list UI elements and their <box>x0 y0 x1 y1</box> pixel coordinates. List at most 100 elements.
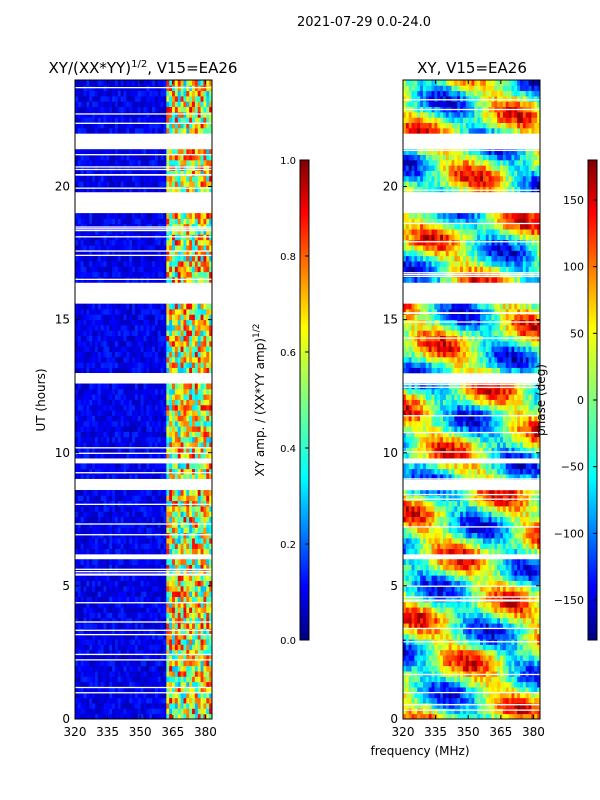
heatmap-cell <box>92 175 96 182</box>
heatmap-cell <box>120 303 124 310</box>
heatmap-cell <box>92 324 96 331</box>
heatmap-cell <box>172 245 176 251</box>
heatmap-cell <box>83 388 87 395</box>
heatmap-cell <box>117 229 122 235</box>
heatmap-cell <box>106 122 110 129</box>
heatmap-cell <box>174 617 179 624</box>
heatmap-cell <box>117 159 122 166</box>
heatmap-cell <box>149 569 153 576</box>
heatmap-cell <box>180 708 184 715</box>
heatmap-cell <box>77 303 82 310</box>
heatmap-cell <box>137 314 142 321</box>
heatmap-cell <box>172 596 176 603</box>
heatmap-cell <box>146 335 150 342</box>
heatmap-cell <box>169 506 173 512</box>
heatmap-cell <box>80 415 84 422</box>
heatmap-cell <box>123 261 127 267</box>
heatmap-cell <box>103 154 107 161</box>
heatmap-cell <box>200 543 204 549</box>
heatmap-cell <box>120 186 124 193</box>
heatmap-cell <box>94 80 99 86</box>
heatmap-cell <box>200 687 204 693</box>
heatmap-cell <box>160 665 164 672</box>
heatmap-cell <box>203 250 207 257</box>
heatmap-cell <box>92 660 96 667</box>
heatmap-cell <box>163 585 167 592</box>
heatmap-cell <box>146 367 150 374</box>
heatmap-cell <box>80 383 84 390</box>
heatmap-cell <box>203 101 207 108</box>
heatmap-cell <box>192 410 196 416</box>
heatmap-cell <box>174 426 179 432</box>
flag-line <box>75 154 212 156</box>
heatmap-cell <box>192 575 196 581</box>
heatmap-cell <box>192 340 196 347</box>
heatmap-cell <box>129 266 133 273</box>
heatmap-cell <box>75 80 79 86</box>
heatmap-cell <box>146 521 150 528</box>
heatmap-cell <box>160 431 164 438</box>
heatmap-cell <box>97 159 102 166</box>
heatmap-cell <box>100 676 104 683</box>
heatmap-cell <box>129 607 133 613</box>
heatmap-cell <box>86 612 90 619</box>
heatmap-cell <box>174 239 179 246</box>
heatmap-cell <box>112 122 116 129</box>
heatmap-cell <box>112 308 116 315</box>
heatmap-cell <box>194 649 199 656</box>
heatmap-cell <box>75 644 79 651</box>
heatmap-cell <box>192 676 196 683</box>
heatmap-cell <box>137 468 142 475</box>
heatmap-cell <box>197 362 201 368</box>
heatmap-cell <box>75 474 79 480</box>
heatmap-cell <box>112 324 116 331</box>
heatmap-cell <box>194 601 199 608</box>
heatmap-cell <box>194 186 199 193</box>
heatmap-cell <box>137 607 142 613</box>
heatmap-cell <box>114 399 119 406</box>
heatmap-cell <box>126 697 130 704</box>
heatmap-cell <box>106 383 110 390</box>
heatmap-cell <box>154 271 159 278</box>
heatmap-cell <box>89 537 93 544</box>
heatmap-cell <box>117 713 122 720</box>
heatmap-cell <box>126 687 130 693</box>
heatmap-cell <box>189 324 193 331</box>
heatmap-cell <box>174 644 179 651</box>
heatmap-cell <box>134 436 139 443</box>
heatmap-cell <box>194 431 199 438</box>
heatmap-cell <box>126 80 130 86</box>
heatmap-cell <box>94 394 99 400</box>
heatmap-cell <box>192 617 196 624</box>
heatmap-cell <box>152 319 156 326</box>
heatmap-cell <box>189 655 193 661</box>
heatmap-cell <box>146 340 150 347</box>
heatmap-cell <box>177 319 181 326</box>
heatmap-cell <box>157 697 162 704</box>
heatmap-cell <box>89 266 93 273</box>
heatmap-cell <box>143 585 147 592</box>
heatmap-cell <box>120 255 124 262</box>
heatmap-cell <box>129 346 133 352</box>
heatmap-cell <box>186 623 190 629</box>
heatmap-cell <box>180 426 184 432</box>
heatmap-cell <box>103 165 107 171</box>
heatmap-cell <box>120 559 124 565</box>
heatmap-cell <box>174 218 179 225</box>
heatmap-cell <box>183 543 187 549</box>
heatmap-cell <box>94 266 99 273</box>
heatmap-cell <box>169 639 173 645</box>
heatmap-cell <box>157 671 162 677</box>
heatmap-cell <box>206 713 210 720</box>
heatmap-cell <box>92 687 96 693</box>
heatmap-cell <box>83 239 87 246</box>
heatmap-cell <box>174 660 179 667</box>
heatmap-cell <box>109 692 113 699</box>
heatmap-cell <box>77 516 82 523</box>
heatmap-cell <box>169 154 173 161</box>
heatmap-cell <box>183 95 187 102</box>
heatmap-cell <box>80 426 84 432</box>
heatmap-cell <box>77 165 82 171</box>
heatmap-cell <box>192 537 196 544</box>
heatmap-cell <box>192 649 196 656</box>
